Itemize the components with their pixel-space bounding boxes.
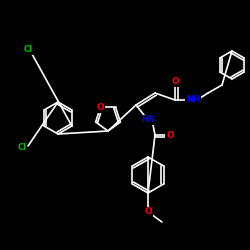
Text: Cl: Cl <box>18 144 26 152</box>
Text: O: O <box>144 208 152 216</box>
Text: HN: HN <box>141 116 155 124</box>
Text: O: O <box>166 130 174 140</box>
Text: Cl: Cl <box>24 46 32 54</box>
Text: O: O <box>96 103 104 112</box>
Text: O: O <box>171 78 179 86</box>
Text: NH: NH <box>186 96 200 104</box>
